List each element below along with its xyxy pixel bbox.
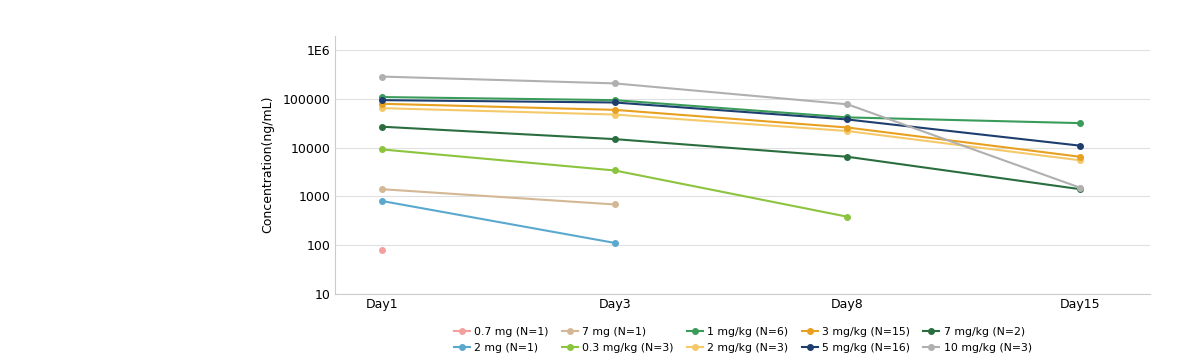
Line: 7 mg (N=1): 7 mg (N=1) [380,187,617,207]
7 mg/kg (N=2) [1073,187,1088,192]
Line: 7 mg/kg (N=2): 7 mg/kg (N=2) [380,124,1083,192]
1 mg/kg (N=6) [840,115,854,120]
Line: 2 mg (N=1): 2 mg (N=1) [380,198,617,246]
Line: 3 mg/kg (N=15): 3 mg/kg (N=15) [380,101,1083,160]
7 mg/kg (N=2) [607,137,622,141]
2 mg/kg (N=3) [607,112,622,117]
5 mg/kg (N=16) [375,98,389,102]
Line: 0.3 mg/kg (N=3): 0.3 mg/kg (N=3) [380,147,851,219]
10 mg/kg (N=3) [840,102,854,106]
2 mg/kg (N=3) [840,129,854,133]
7 mg/kg (N=2) [375,125,389,129]
Line: 2 mg/kg (N=3): 2 mg/kg (N=3) [380,105,1083,163]
3 mg/kg (N=15) [607,108,622,112]
10 mg/kg (N=3) [607,81,622,86]
0.3 mg/kg (N=3) [840,214,854,219]
Y-axis label: Concentration(ng/mL): Concentration(ng/mL) [261,96,274,233]
Line: 10 mg/kg (N=3): 10 mg/kg (N=3) [380,74,1083,190]
10 mg/kg (N=3) [375,74,389,79]
5 mg/kg (N=16) [1073,144,1088,148]
7 mg (N=1) [375,187,389,192]
2 mg/kg (N=3) [375,106,389,110]
0.3 mg/kg (N=3) [375,147,389,151]
Line: 1 mg/kg (N=6): 1 mg/kg (N=6) [380,94,1083,126]
2 mg (N=1) [607,241,622,245]
Legend: 0.7 mg (N=1), 2 mg (N=1), 7 mg (N=1), 0.3 mg/kg (N=3), 1 mg/kg (N=6), 2 mg/kg (N: 0.7 mg (N=1), 2 mg (N=1), 7 mg (N=1), 0.… [454,327,1031,353]
1 mg/kg (N=6) [607,98,622,102]
3 mg/kg (N=15) [375,102,389,106]
5 mg/kg (N=16) [840,117,854,122]
2 mg (N=1) [375,199,389,203]
7 mg (N=1) [607,202,622,207]
0.3 mg/kg (N=3) [607,168,622,173]
1 mg/kg (N=6) [375,95,389,99]
7 mg/kg (N=2) [840,155,854,159]
10 mg/kg (N=3) [1073,185,1088,190]
3 mg/kg (N=15) [840,125,854,130]
Line: 5 mg/kg (N=16): 5 mg/kg (N=16) [380,97,1083,149]
3 mg/kg (N=15) [1073,155,1088,159]
1 mg/kg (N=6) [1073,121,1088,125]
5 mg/kg (N=16) [607,100,622,105]
2 mg/kg (N=3) [1073,158,1088,163]
